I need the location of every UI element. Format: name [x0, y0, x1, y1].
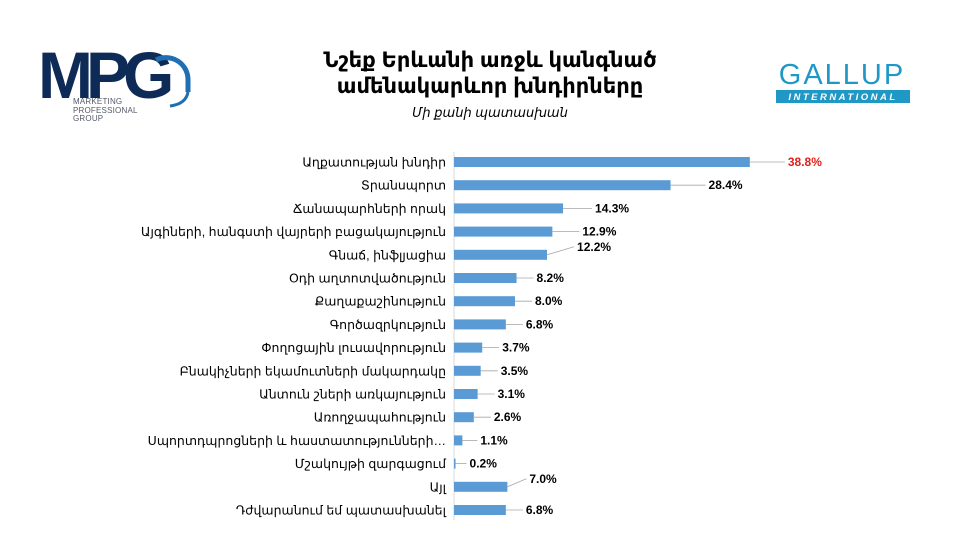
value-label: 3.7%: [502, 341, 530, 355]
bar: [454, 226, 553, 237]
mpg-logo: MPG: [38, 40, 191, 112]
bar: [454, 180, 671, 191]
bar: [454, 365, 481, 376]
bar: [454, 481, 508, 492]
bar: [454, 249, 548, 260]
bar: [454, 273, 517, 283]
bar: [454, 389, 478, 399]
category-label: Այլ: [430, 480, 447, 494]
category-label: Բնակիչների եկամուտների մակարդակը: [180, 364, 446, 378]
bar: [454, 342, 483, 353]
value-label: 2.6%: [494, 410, 522, 424]
bar: [454, 435, 463, 446]
value-label: 28.4%: [709, 178, 743, 192]
mpg-logo-letters: MPG: [38, 40, 171, 112]
bar: [454, 203, 564, 214]
leader-line: [546, 246, 575, 256]
gallup-logo-text: GALLUP: [779, 59, 905, 91]
category-label: Տրանսպորտ: [361, 179, 446, 193]
value-label: 7.0%: [529, 472, 557, 486]
bar: [454, 296, 515, 307]
headset-icon: [154, 55, 191, 92]
mpg-caption-line: PROFESSIONAL: [73, 105, 138, 115]
bar: [454, 157, 750, 167]
gallup-logo-band: [776, 90, 910, 103]
bar: [454, 319, 506, 330]
category-label: Սպորտդպրոցների և հաստատությունների…: [148, 434, 446, 448]
category-label: Փողոցային լուսավորություն: [261, 341, 446, 355]
category-label: Քաղաքաշինություն: [315, 295, 446, 309]
value-label: 3.1%: [498, 387, 526, 401]
chart-title-line-2: ամենակարևոր խնդիրները: [336, 75, 644, 98]
mpg-caption: MARKETING PROFESSIONAL GROUP: [73, 97, 138, 124]
leader-line: [507, 478, 527, 488]
category-label: Աղքատության խնդիր: [302, 156, 446, 170]
bar: [454, 412, 474, 423]
category-label: Գնաճ, ինֆլյացիա: [329, 248, 446, 262]
mpg-caption-line: GROUP: [73, 114, 104, 124]
value-label: 12.9%: [582, 225, 616, 239]
bar: [454, 505, 506, 515]
category-label: Դժվարանում եմ պատասխանել: [236, 504, 447, 518]
category-label: Օդի աղտոտվածություն: [289, 272, 446, 286]
category-label: Անտուն շների առկայություն: [259, 388, 446, 402]
chart-title: Նշեք Երևանի առջև կանգնած ամենակարևոր խնդ…: [290, 48, 690, 100]
value-label: 8.2%: [537, 271, 565, 285]
bar: [454, 458, 456, 469]
category-label: Մշակույթի զարգացում: [295, 457, 447, 471]
gallup-logo-subtext: INTERNATIONAL: [788, 92, 897, 103]
mpg-caption-line: MARKETING: [73, 97, 123, 106]
value-label: 12.2%: [577, 240, 611, 254]
value-label: 3.5%: [501, 364, 529, 378]
category-label: Առողջապահություն: [314, 411, 446, 425]
value-label: 38.8%: [788, 155, 822, 169]
category-label: Ճանապարհների որակ: [293, 202, 446, 216]
value-label: 6.8%: [526, 317, 554, 331]
value-label: 8.0%: [535, 294, 563, 308]
value-label: 1.1%: [480, 433, 508, 447]
chart-title-line-1: Նշեք Երևանի առջև կանգնած: [323, 49, 657, 72]
value-label: 6.8%: [526, 503, 554, 517]
chart-subtitle: Մի քանի պատասխան: [412, 105, 568, 120]
gallup-logo: GALLUP INTERNATIONAL: [776, 59, 910, 103]
category-label: Այգիների, հանգստի վայրերի բացակայություն: [141, 225, 446, 239]
value-label: 0.2%: [470, 457, 498, 471]
category-label: Գործազրկություն: [330, 318, 446, 332]
value-label: 14.3%: [595, 201, 629, 215]
